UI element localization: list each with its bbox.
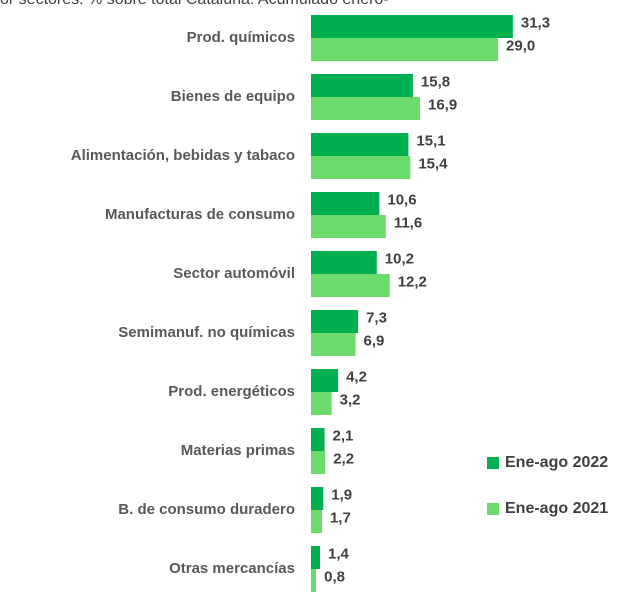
bar <box>311 251 377 274</box>
value-label: 29,0 <box>506 37 535 54</box>
bar <box>311 215 386 238</box>
category-label: B. de consumo duradero <box>118 501 295 518</box>
bar <box>311 392 332 415</box>
value-label: 15,4 <box>418 155 448 172</box>
bar <box>311 74 413 97</box>
value-label: 0,8 <box>324 568 345 585</box>
value-label: 1,7 <box>330 509 351 526</box>
value-label: 11,6 <box>394 214 422 231</box>
legend-swatch <box>487 457 499 469</box>
value-label: 1,4 <box>328 545 350 562</box>
category-label: Otras mercancías <box>169 560 295 577</box>
bar <box>311 369 339 392</box>
value-label: 15,1 <box>416 132 445 149</box>
value-label: 1,9 <box>331 486 352 503</box>
bar <box>311 192 380 215</box>
value-label: 6,9 <box>364 332 385 349</box>
category-label: Sector automóvil <box>173 265 295 282</box>
bar <box>311 133 409 156</box>
chart-title: or sectores. % sobre total Cataluña. Acu… <box>0 0 389 8</box>
legend-swatch <box>487 503 499 515</box>
bar <box>311 487 324 510</box>
legend-label: Ene-ago 2021 <box>505 500 608 517</box>
value-label: 16,9 <box>428 96 457 113</box>
category-label: Bienes de equipo <box>171 88 295 105</box>
value-label: 12,2 <box>398 273 427 290</box>
bar <box>311 569 317 592</box>
category-label: Alimentación, bebidas y tabaco <box>71 147 295 164</box>
value-label: 2,1 <box>333 427 354 444</box>
value-label: 2,2 <box>333 450 354 467</box>
category-label: Manufacturas de consumo <box>105 206 295 223</box>
bar <box>311 333 356 356</box>
bar <box>311 156 411 179</box>
category-label: Prod. energéticos <box>168 383 295 400</box>
bar <box>311 546 321 569</box>
bar <box>311 451 326 474</box>
value-label: 15,8 <box>421 73 450 90</box>
value-label: 3,2 <box>340 391 361 408</box>
bar <box>311 38 499 61</box>
value-label: 31,3 <box>521 14 550 31</box>
value-label: 4,2 <box>346 368 367 385</box>
category-label: Materias primas <box>181 442 295 459</box>
bar <box>311 97 421 120</box>
bar <box>311 428 325 451</box>
value-label: 10,2 <box>385 250 414 267</box>
category-label: Semimanuf. no químicas <box>118 324 295 341</box>
bar <box>311 510 322 533</box>
bar <box>311 15 513 38</box>
value-label: 10,6 <box>387 191 416 208</box>
legend-label: Ene-ago 2022 <box>505 454 608 471</box>
category-label: Prod. químicos <box>187 29 295 46</box>
value-label: 7,3 <box>366 309 387 326</box>
bar <box>311 310 359 333</box>
bar <box>311 274 390 297</box>
